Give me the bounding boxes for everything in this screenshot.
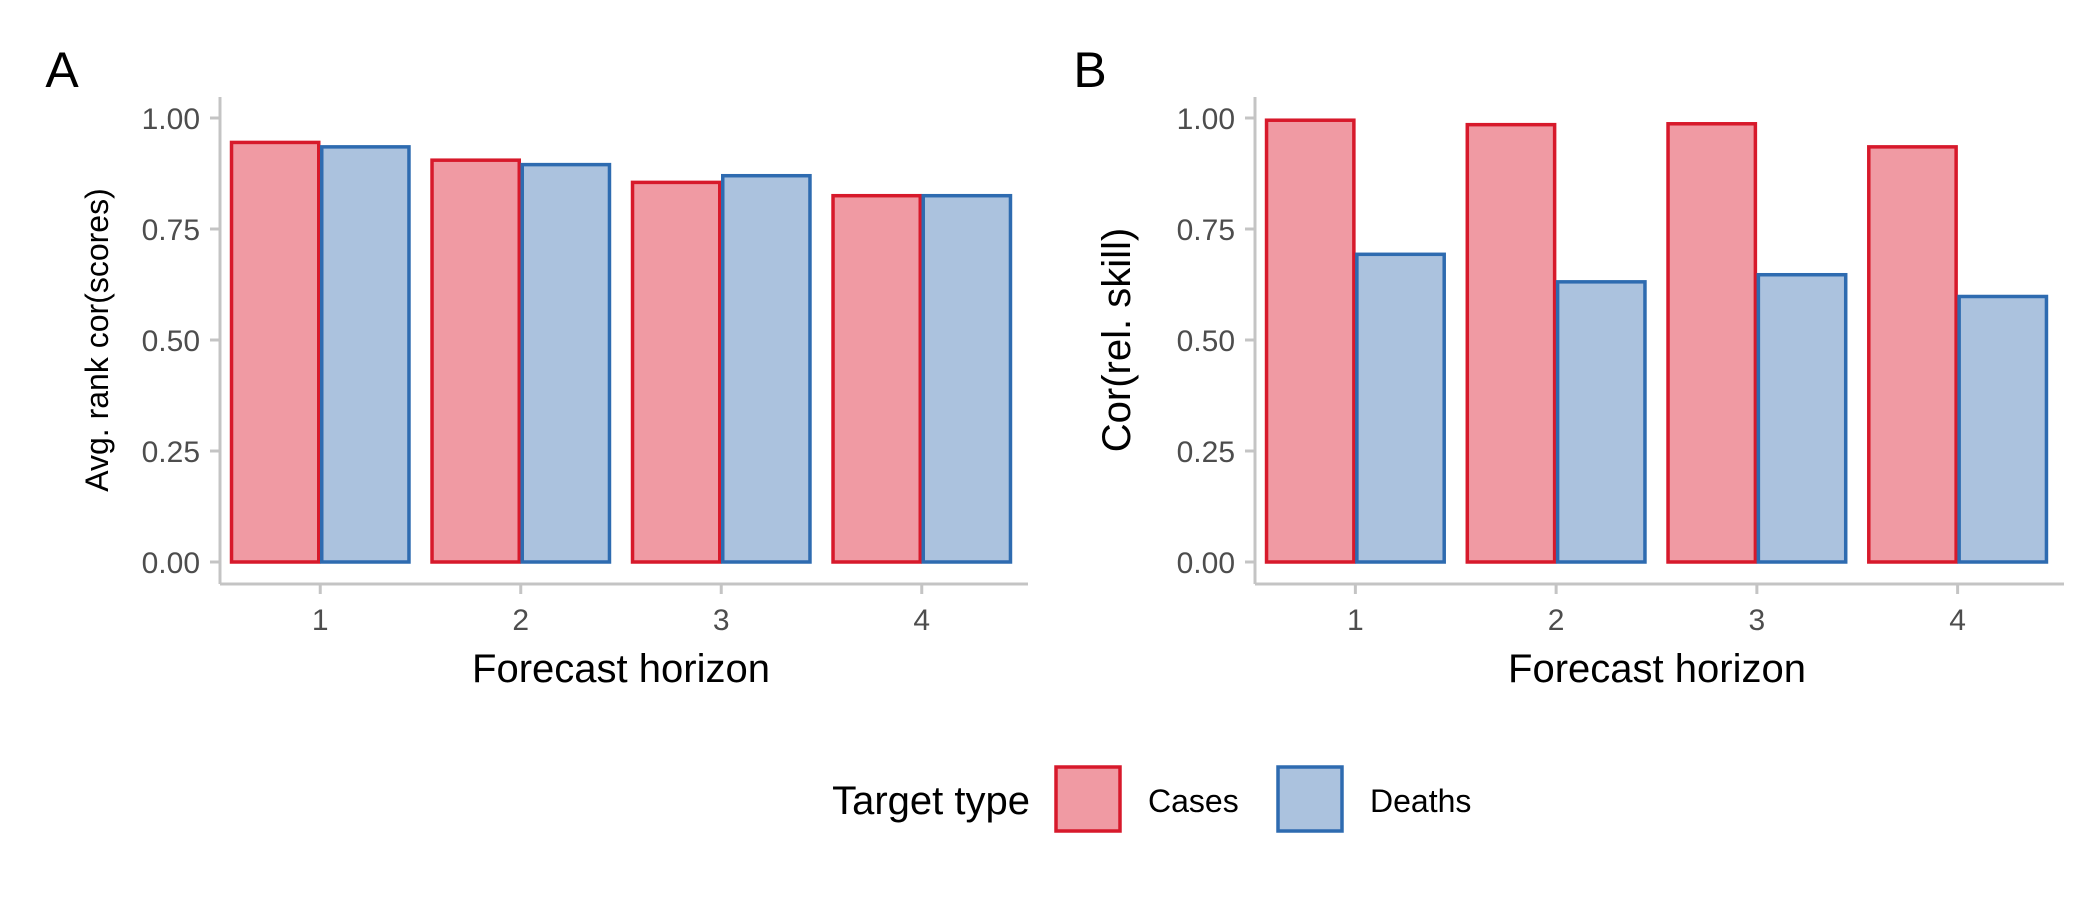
y-tick-label: 0.75 xyxy=(1177,214,1235,247)
x-tick-label: 2 xyxy=(1548,604,1565,637)
y-tick-label: 0.50 xyxy=(1177,325,1235,358)
y-tick-label: 0.50 xyxy=(142,325,200,358)
bar-cases-4 xyxy=(1867,145,1958,564)
panel-label: A xyxy=(45,42,79,98)
bar-deaths-4 xyxy=(1957,294,2049,564)
legend-key-deaths xyxy=(1276,765,1344,833)
bar-cases-3 xyxy=(630,180,722,564)
bar-deaths-3 xyxy=(1756,272,1848,564)
panel-b: B 0.00 0.25 0.50 0.75 1.00 1 2 3 4 Forecast horizo… xyxy=(1073,42,2064,691)
panel-a: A 0.00 0.25 0.50 0.75 1.00 1 2 3 4 Forecast horizo… xyxy=(45,42,1028,691)
bar-deaths-3 xyxy=(721,173,812,564)
legend-key-cases xyxy=(1054,765,1122,833)
legend-title: Target type xyxy=(832,779,1030,823)
y-tick-label: 1.00 xyxy=(1177,103,1235,136)
x-tick-label: 4 xyxy=(913,604,930,637)
bar-deaths-1 xyxy=(1355,252,1446,564)
bar-cases-3 xyxy=(1666,122,1758,564)
y-tick-label: 0.00 xyxy=(142,547,200,580)
bar-cases-4 xyxy=(831,193,923,564)
x-tick-label: 1 xyxy=(312,604,329,637)
y-axis-title: Cor(rel. skill) xyxy=(1095,228,1139,452)
x-tick-label: 3 xyxy=(1749,604,1766,637)
legend-label-deaths: Deaths xyxy=(1370,783,1471,819)
y-tick-label: 0.75 xyxy=(142,214,200,247)
bar-cases-2 xyxy=(1465,122,1557,564)
bar-cases-1 xyxy=(229,140,321,564)
x-tick-label: 3 xyxy=(713,604,730,637)
y-tick-label: 0.25 xyxy=(142,436,200,469)
x-axis-title: Forecast horizon xyxy=(472,647,770,691)
y-tick-label: 1.00 xyxy=(142,103,200,136)
y-axis-title: Avg. rank cor(scores) xyxy=(79,188,115,492)
bar-deaths-1 xyxy=(320,145,411,564)
x-tick-label: 2 xyxy=(512,604,529,637)
x-axis-title: Forecast horizon xyxy=(1508,647,1806,691)
legend: Target type Cases Deaths xyxy=(832,765,1471,833)
bar-cases-1 xyxy=(1264,118,1356,564)
y-tick-label: 0.00 xyxy=(1177,547,1235,580)
y-tick-label: 0.25 xyxy=(1177,436,1235,469)
x-tick-label: 4 xyxy=(1949,604,1966,637)
bar-deaths-4 xyxy=(921,193,1013,564)
panel-label: B xyxy=(1073,42,1106,98)
bar-cases-2 xyxy=(430,158,521,564)
legend-label-cases: Cases xyxy=(1148,783,1239,819)
x-tick-label: 1 xyxy=(1347,604,1364,637)
bar-deaths-2 xyxy=(520,162,612,564)
bar-deaths-2 xyxy=(1555,280,1647,564)
